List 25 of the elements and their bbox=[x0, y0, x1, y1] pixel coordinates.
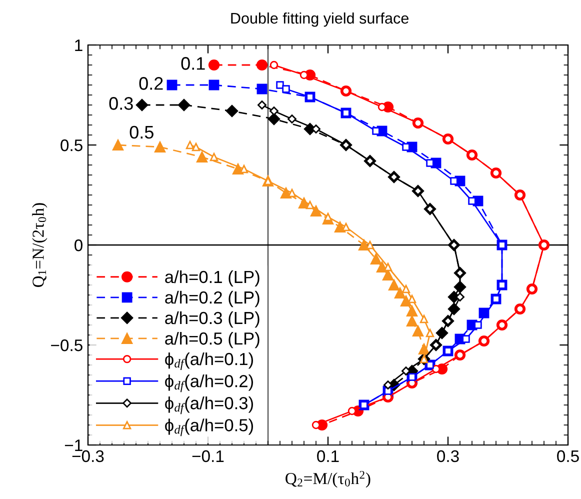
annotation: 0.2 bbox=[139, 77, 163, 90]
legend-label: a/h=0.5 (LP) bbox=[165, 332, 260, 348]
legend-label: ϕ$_{df}$(a/h=0.1) bbox=[165, 352, 253, 370]
y-axis-title: Q$_{1}$=N/(2τ$_{0}$h) bbox=[32, 203, 48, 287]
chart-title: Double fitting yield surface bbox=[231, 12, 408, 27]
legend-label: ϕ$_{df}$(a/h=0.2) bbox=[165, 374, 253, 392]
y-tick-label: 0 bbox=[74, 239, 82, 252]
y-tick-label: 1 bbox=[75, 40, 82, 52]
y-tick-label: 0.5 bbox=[60, 139, 82, 152]
x-axis-title: Q$_{2}$=M/(τ$_{0}$h$^{2}$) bbox=[286, 470, 370, 488]
x-tick-label: 0.3 bbox=[437, 450, 459, 462]
annotation: 0.3 bbox=[109, 97, 133, 110]
legend-label: ϕ$_{df}$(a/h=0.5) bbox=[165, 418, 253, 436]
y-tick-label: −0.5 bbox=[51, 339, 82, 352]
legend-label: a/h=0.2 (LP) bbox=[165, 290, 260, 308]
x-tick-label: 0.5 bbox=[557, 450, 579, 462]
x-tick-label: −0.1 bbox=[192, 450, 224, 462]
legend-label: a/h=0.1 (LP) bbox=[165, 270, 260, 287]
legend-label: ϕ$_{df}$(a/h=0.3) bbox=[165, 396, 253, 414]
x-tick-label: 0.1 bbox=[317, 450, 339, 462]
x-tick-label: −0.3 bbox=[72, 450, 104, 462]
legend-label: a/h=0.3 (LP) bbox=[165, 311, 260, 328]
y-tick-label: −1 bbox=[64, 440, 82, 452]
annotation: 0.1 bbox=[181, 57, 205, 70]
annotation: 0.5 bbox=[130, 126, 154, 139]
